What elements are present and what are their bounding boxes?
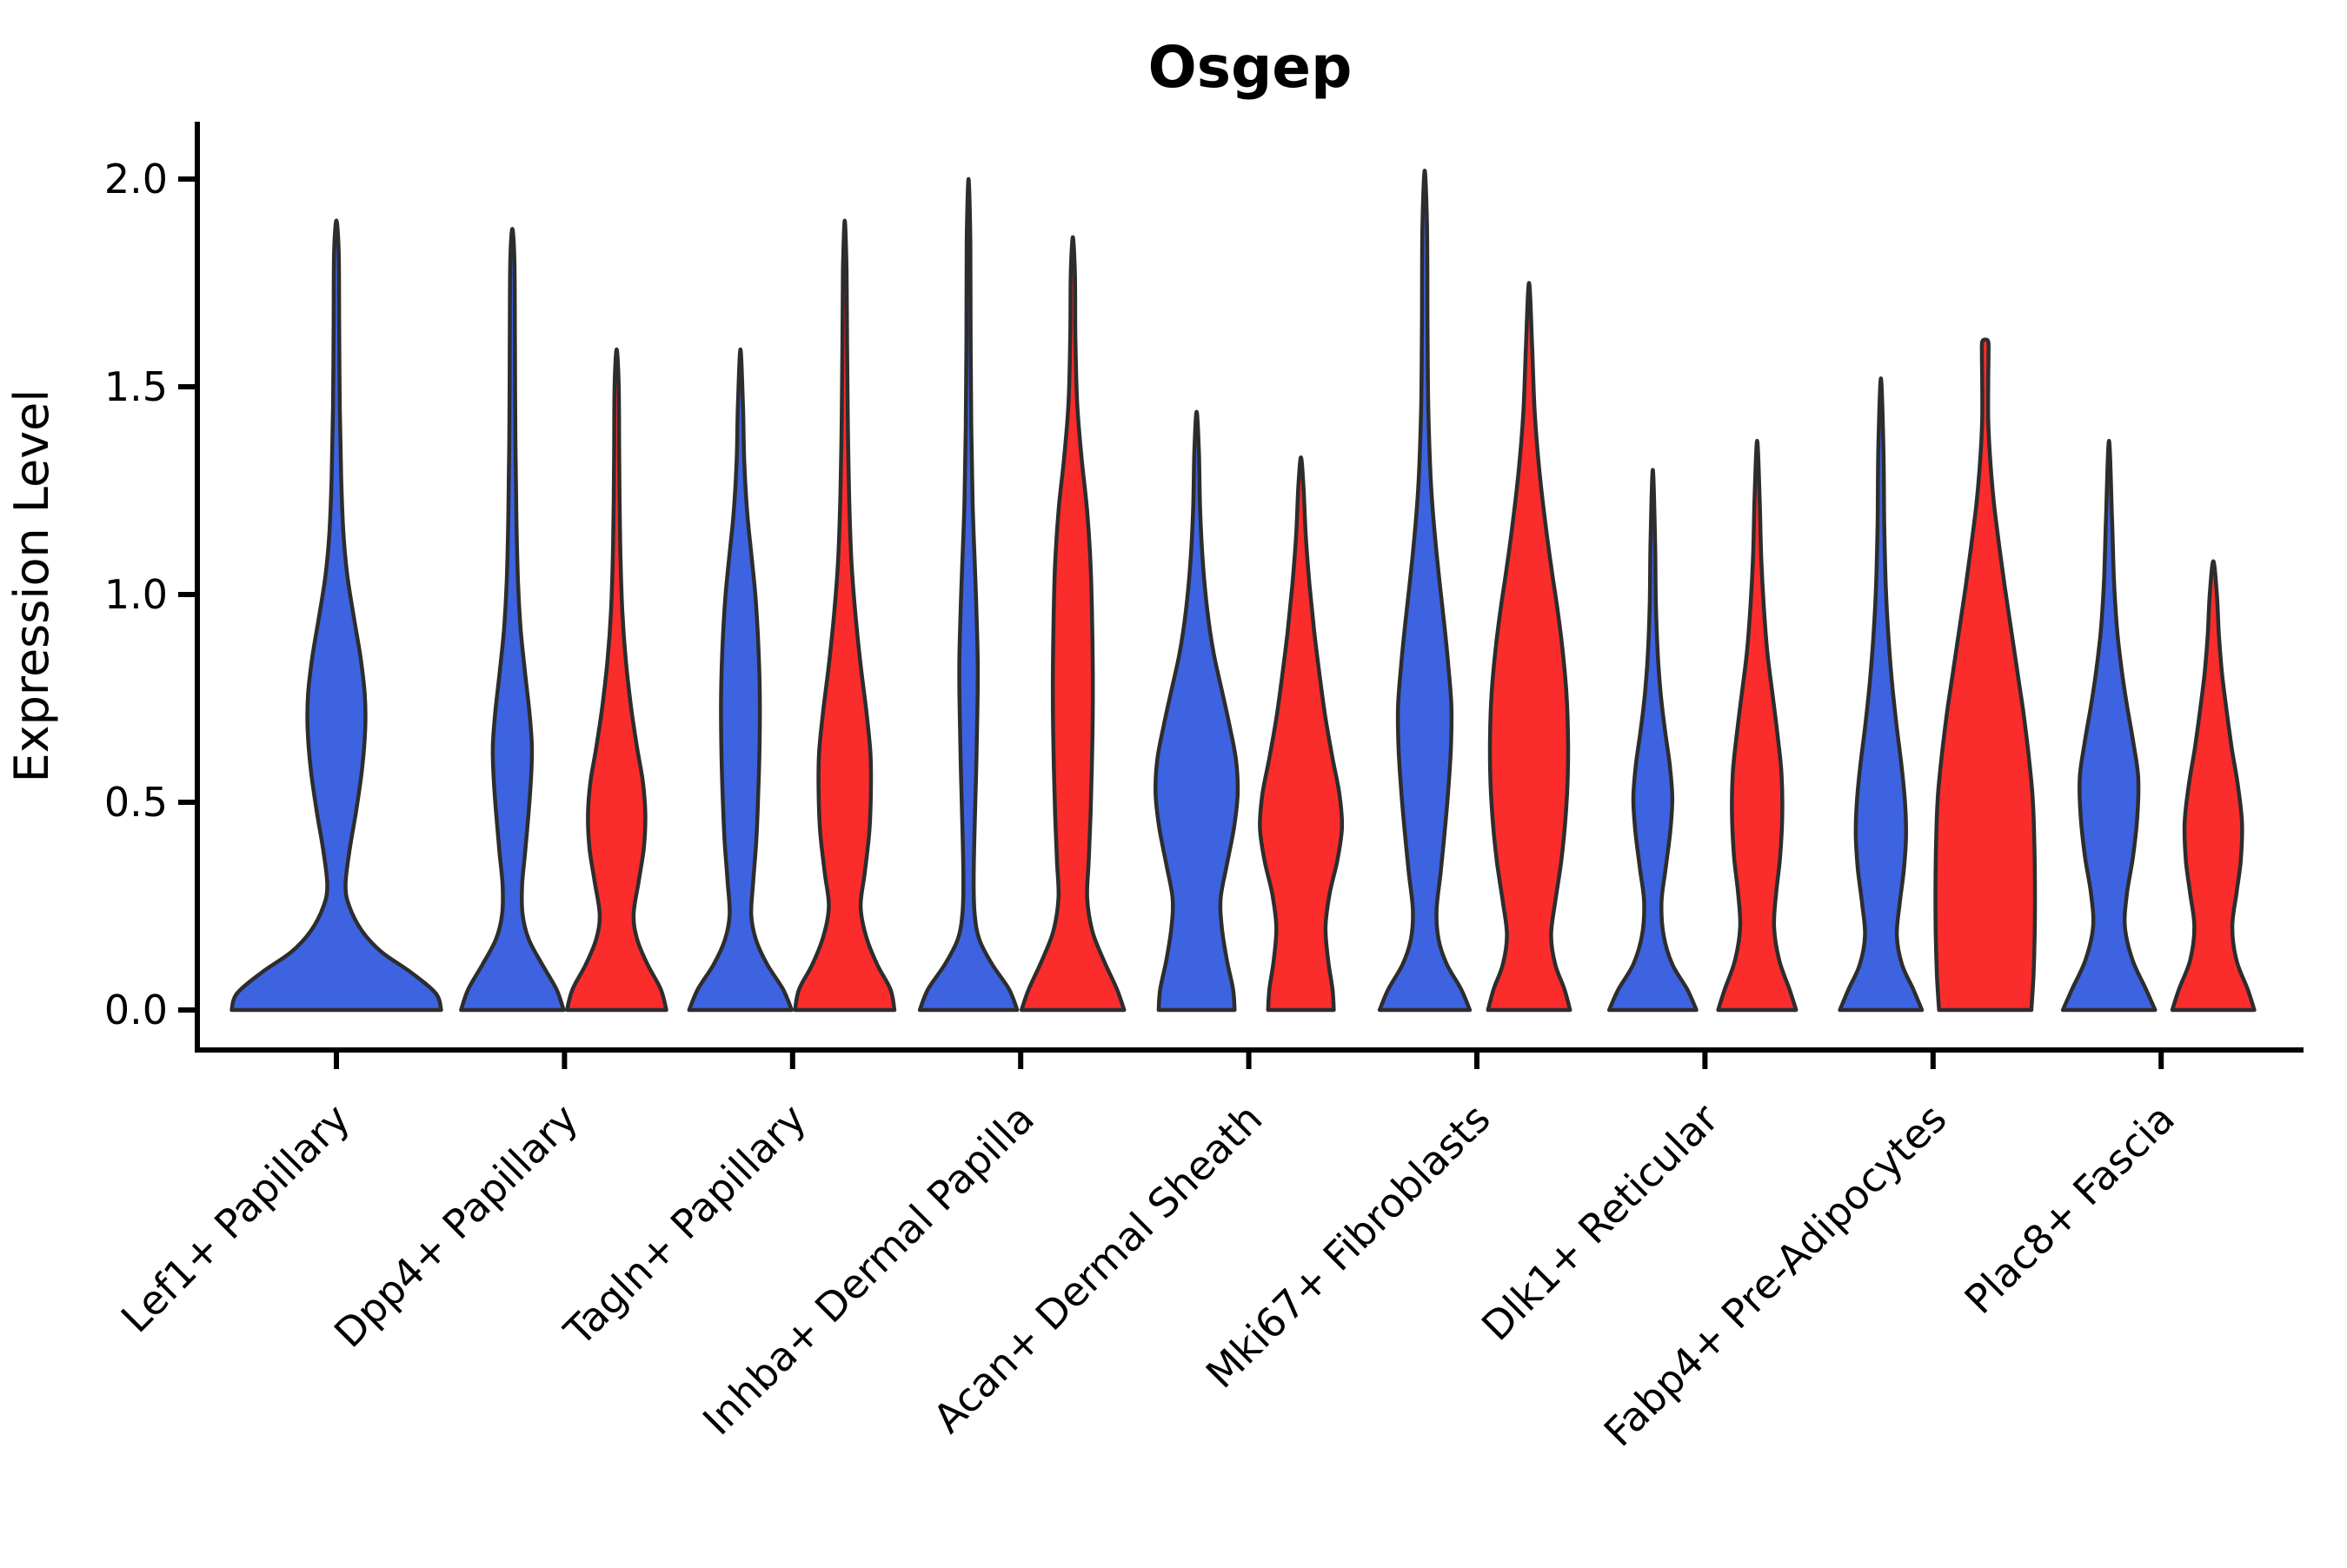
- axes-spines: [195, 122, 2304, 1053]
- x-tick-label-dlk1-reticular: Dlk1+ Reticular: [1473, 1095, 1727, 1350]
- violin-dlk1-reticular-red: [1716, 438, 1798, 1013]
- violin-dpp4-papillary-red: [564, 347, 668, 1013]
- violin-fabp4-pre-adipocytes-blue: [1838, 376, 1925, 1013]
- x-tick-label-tagln-papillary: Tagln+ Papillary: [555, 1095, 815, 1356]
- x-tick-label-dpp4-papillary: Dpp4+ Papillary: [325, 1095, 587, 1357]
- violin-fabp4-pre-adipocytes-red: [1933, 337, 2038, 1013]
- violin-tagln-papillary-blue: [687, 347, 795, 1013]
- violin-tagln-papillary-red: [793, 218, 897, 1013]
- y-tick-label: 0.5: [104, 779, 168, 826]
- violin-inhba-dermal-papilla-blue: [917, 176, 1020, 1013]
- y-axis-label: Expression Level: [4, 389, 59, 783]
- violin-lef1-papillary-blue: [229, 218, 443, 1013]
- violin-acan-dermal-sheath-red: [1258, 455, 1345, 1013]
- x-tick-label-lef1-papillary: Lef1+ Papillary: [112, 1095, 359, 1342]
- violin-plac8-fascia-red: [2170, 559, 2257, 1013]
- violin-inhba-dermal-papilla-red: [1019, 235, 1127, 1013]
- violin-dlk1-reticular-blue: [1606, 468, 1699, 1013]
- y-tick-label: 2.0: [104, 156, 168, 203]
- violin-dpp4-papillary-blue: [459, 227, 566, 1013]
- violin-mki67-fibroblasts-red: [1486, 281, 1572, 1013]
- y-tick-label: 1.0: [104, 571, 168, 618]
- violins-layer: [229, 169, 2257, 1013]
- x-tick-label-plac8-fascia: Plac8+ Fascia: [1956, 1095, 2184, 1323]
- y-axis-ticks: 0.0 0.5 1.0 1.5 2.0: [104, 156, 197, 1033]
- y-tick-label: 0.0: [104, 987, 168, 1033]
- chart-title: Osgep: [1148, 34, 1353, 101]
- violin-plac8-fascia-blue: [2060, 438, 2158, 1013]
- violin-acan-dermal-sheath-blue: [1154, 409, 1240, 1013]
- y-tick-label: 1.5: [104, 363, 168, 410]
- violin-mki67-fibroblasts-blue: [1377, 169, 1473, 1013]
